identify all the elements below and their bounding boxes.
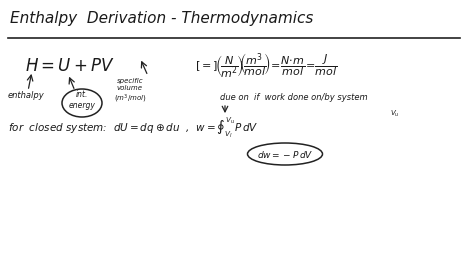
Text: enthalpy: enthalpy [8, 92, 45, 101]
Text: int.
energy: int. energy [69, 90, 95, 110]
Text: Enthalpy  Derivation - Thermodynamics: Enthalpy Derivation - Thermodynamics [10, 10, 313, 26]
Text: $H = U + PV$: $H = U + PV$ [25, 57, 115, 75]
Text: $\left[=\right]\!\left(\!\dfrac{N}{m^2}\!\right)\!\!\left(\!\dfrac{m^3}{mol}\!\r: $\left[=\right]\!\left(\!\dfrac{N}{m^2}\… [195, 51, 337, 81]
Text: $dw = -P\,dV$: $dw = -P\,dV$ [257, 148, 313, 160]
Text: due on  if  work done on/by system: due on if work done on/by system [220, 94, 368, 102]
Text: specific
volume
$(m^3/mol)$: specific volume $(m^3/mol)$ [114, 78, 146, 105]
Text: for  closed system:  $dU = dq\oplus du$  ,  $w = \oint_{V_l}^{V_u} P\,dV$: for closed system: $dU = dq\oplus du$ , … [8, 115, 258, 140]
Text: $V_u$: $V_u$ [390, 109, 400, 119]
